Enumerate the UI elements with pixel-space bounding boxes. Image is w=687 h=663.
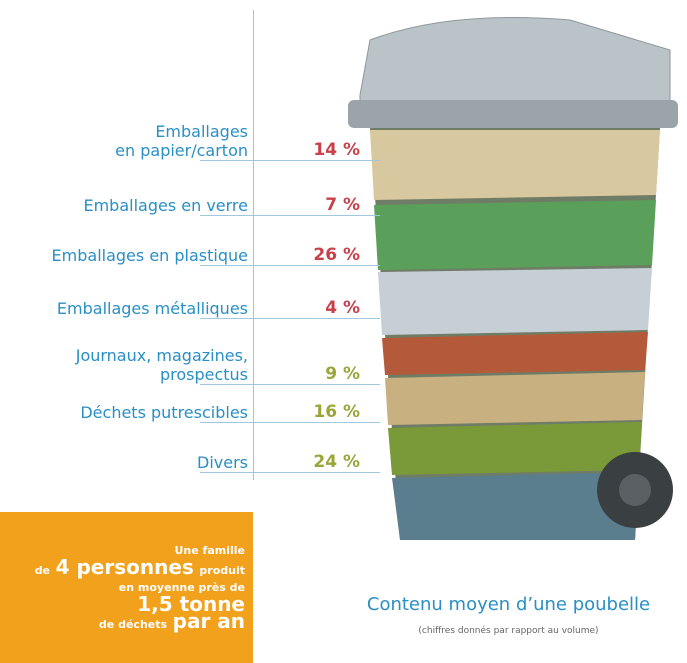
item-label: en papier/carton [115,141,248,160]
item-value: 16 % [290,402,360,422]
item-value: 4 % [290,298,360,318]
box-text: de déchets [99,618,167,631]
leader-line [200,160,380,161]
leader-line [200,265,380,266]
item-value: 26 % [290,245,360,265]
box-text: produit [199,564,245,577]
item-label: Journaux, magazines, [76,346,248,365]
box-text: par an [173,609,245,633]
item-label: Déchets putrescibles [80,403,248,422]
bin-illustration [330,0,687,580]
item-value: 14 % [290,140,360,160]
leader-line [200,472,380,473]
item-label: Emballages en plastique [52,246,248,265]
item-value: 7 % [290,195,360,215]
caption-note: (chiffres donnés par rapport au volume) [330,626,687,636]
item-label: Emballages métalliques [57,299,248,318]
divider [253,10,254,480]
item-label: prospectus [160,365,248,384]
box-text: de [35,564,50,577]
box-text: 4 personnes [56,555,194,579]
leader-line [200,318,380,319]
caption-title: Contenu moyen d’une poubelle [330,594,687,615]
item-label: Divers [197,453,248,472]
item-label: Emballages [155,122,248,141]
item-value: 9 % [290,364,360,384]
info-box: Une famille de 4 personnes produit en mo… [0,512,253,663]
item-label: Emballages en verre [83,196,248,215]
leader-line [200,422,380,423]
leader-line [200,384,380,385]
page: {"items": [ {"label": ["Emballages", "en… [0,0,687,663]
leader-line [200,215,380,216]
item-value: 24 % [290,452,360,472]
